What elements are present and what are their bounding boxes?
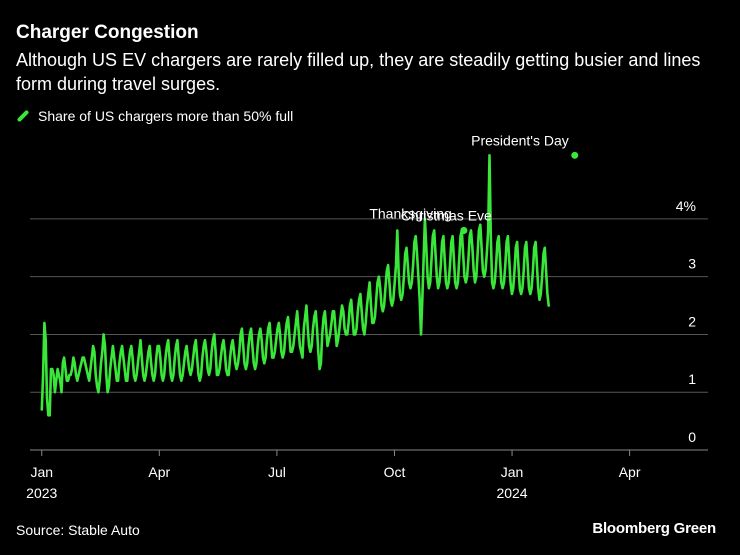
x-tick-label: Apr	[148, 464, 170, 480]
series-line	[40, 154, 551, 417]
x-tick-year-label: 2024	[496, 485, 527, 501]
legend: Share of US chargers more than 50% full	[16, 108, 293, 124]
annotation-label: Thanksgiving	[369, 205, 452, 221]
y-tick-label: 3	[688, 256, 696, 272]
annotation-marker	[571, 151, 579, 159]
y-tick-label: 1	[688, 371, 696, 387]
x-tick-label: Jan	[30, 464, 53, 480]
x-tick-label: Oct	[384, 464, 406, 480]
annotation-marker	[460, 226, 468, 234]
x-tick-label: Jan	[501, 464, 524, 480]
x-tick-label: Apr	[619, 464, 641, 480]
y-tick-label: 2	[688, 313, 696, 329]
legend-label: Share of US chargers more than 50% full	[38, 108, 294, 124]
brand-logo: Bloomberg Green	[592, 520, 716, 537]
chart-title: Charger Congestion	[16, 22, 199, 43]
x-tick-year-label: 2023	[26, 485, 57, 501]
x-tick-label: Jul	[268, 464, 286, 480]
y-tick-label: 4%	[676, 198, 696, 214]
annotation-label: Christmas Eve	[401, 207, 492, 223]
chart-subtitle: Although US EV chargers are rarely fille…	[16, 50, 701, 94]
y-tick-label: 0	[688, 429, 696, 445]
source-note: Source: Stable Auto	[16, 522, 140, 538]
annotation-label: President's Day	[471, 132, 569, 148]
